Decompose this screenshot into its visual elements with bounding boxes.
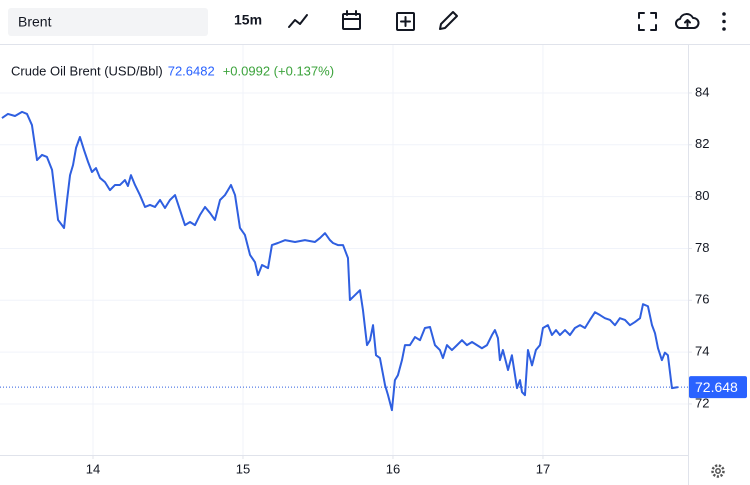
- x-tick-label: 17: [536, 461, 550, 476]
- x-tick-label: 15: [236, 461, 250, 476]
- y-tick-label: 72: [695, 395, 709, 410]
- legend-change: +0.0992 (+0.137%): [223, 63, 334, 78]
- interval[interactable]: 15m: [234, 12, 262, 28]
- menu-icon[interactable]: [722, 12, 726, 31]
- draw-icon[interactable]: [439, 11, 458, 30]
- price-line: [1, 110, 679, 412]
- legend-title: Crude Oil Brent (USD/Bbl): [11, 63, 163, 78]
- price-tag-label: 72.648: [695, 379, 738, 395]
- fullscreen-icon[interactable]: [638, 12, 657, 31]
- y-tick-label: 74: [695, 344, 709, 359]
- x-tick-label: 14: [86, 461, 100, 476]
- price-tag: [689, 376, 747, 399]
- y-tick-label: 78: [695, 240, 709, 255]
- snapshot-icon[interactable]: [674, 13, 700, 29]
- x-tick-label: 16: [386, 461, 400, 476]
- calendar-icon[interactable]: [342, 10, 361, 30]
- symbol-text[interactable]: Brent: [18, 14, 52, 30]
- add-icon[interactable]: [396, 12, 415, 31]
- y-tick-label: 82: [695, 136, 709, 151]
- indicator-icon[interactable]: [288, 14, 308, 28]
- settings-icon[interactable]: [711, 464, 725, 478]
- legend-price: 72.6482: [168, 63, 215, 78]
- y-tick-label: 80: [695, 188, 709, 203]
- y-tick-label: 84: [695, 84, 709, 99]
- symbol-search[interactable]: [8, 8, 208, 36]
- y-tick-label: 76: [695, 292, 709, 307]
